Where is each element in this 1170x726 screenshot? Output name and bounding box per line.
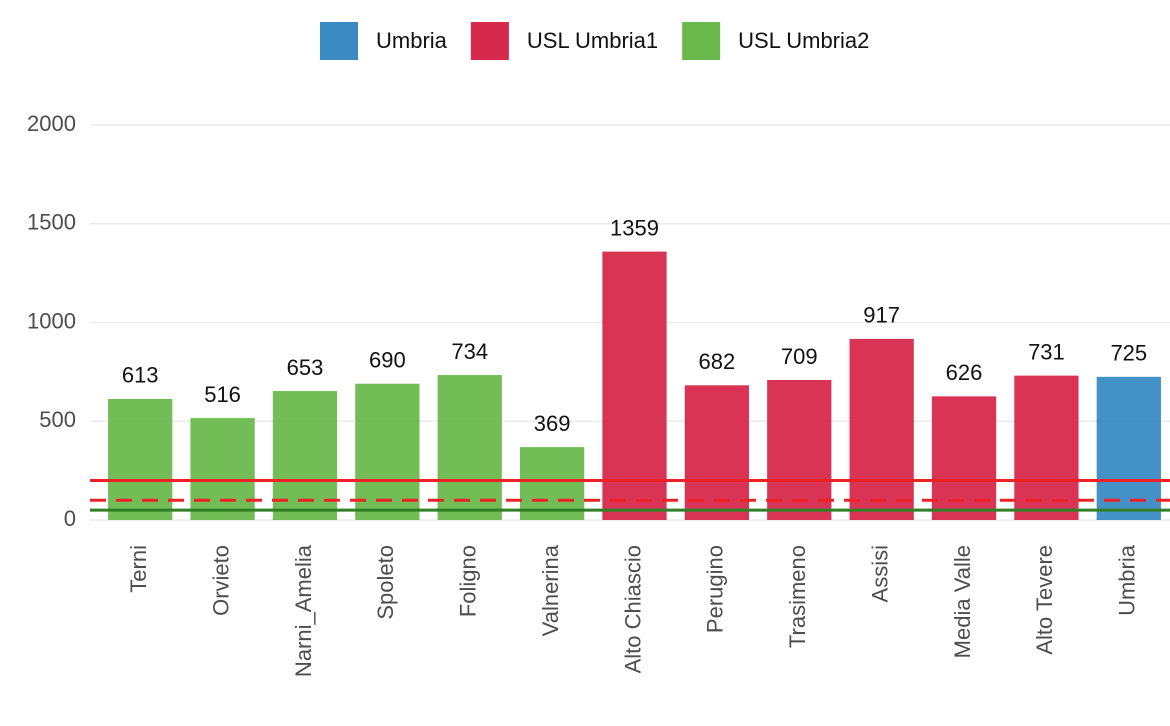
y-tick-label: 1000 (27, 308, 76, 333)
bar (437, 375, 502, 520)
x-tick-label: Valnerina (538, 544, 563, 636)
bar (1096, 376, 1161, 520)
y-tick-label: 500 (39, 407, 76, 432)
bar (108, 398, 173, 520)
bar (190, 418, 255, 520)
data-label: 516 (204, 382, 241, 407)
data-label: 690 (369, 348, 406, 373)
data-label: 626 (946, 360, 983, 385)
bar (849, 338, 914, 520)
data-label: 709 (781, 344, 818, 369)
data-label: 734 (451, 339, 488, 364)
data-label: 725 (1110, 341, 1147, 366)
data-label: 1359 (610, 215, 659, 240)
y-tick-label: 0 (64, 506, 76, 531)
bar (519, 447, 585, 520)
x-tick-label: Foligno (456, 545, 481, 617)
x-tick-label: Alto Chiascio (620, 545, 645, 673)
y-tick-label: 1500 (27, 210, 76, 235)
bar (602, 251, 667, 520)
y-tick-label: 2000 (27, 111, 76, 136)
legend-swatch (320, 22, 358, 60)
legend-swatch (682, 22, 721, 60)
bar (1014, 375, 1079, 520)
x-tick-label: Narni_Amelia (291, 544, 316, 677)
bar (272, 391, 338, 520)
x-tick-label: Perugino (703, 545, 728, 633)
x-tick-label: Umbria (1115, 544, 1140, 616)
data-label: 682 (699, 349, 736, 374)
x-tick-label: Spoleto (373, 545, 398, 620)
data-label: 369 (534, 411, 571, 436)
x-tick-label: Terni (126, 545, 151, 593)
legend-label: USL Umbria2 (738, 28, 869, 53)
legend-label: Umbria (376, 28, 448, 53)
legend-label: USL Umbria1 (527, 28, 658, 53)
x-tick-label: Trasimeno (785, 545, 810, 648)
bar (355, 383, 420, 520)
bar (767, 379, 832, 520)
x-tick-label: Assisi (867, 545, 892, 602)
data-label: 731 (1028, 339, 1065, 364)
legend: Umbria USL Umbria1 USL Umbria2 (320, 22, 869, 60)
x-tick-label: Orvieto (208, 545, 233, 616)
data-label: 917 (863, 303, 900, 328)
data-label: 653 (287, 355, 324, 380)
bar (684, 385, 750, 520)
x-tick-label: Media Valle (950, 545, 975, 658)
data-label: 613 (122, 363, 159, 388)
x-tick-label: Alto Tevere (1032, 545, 1057, 655)
legend-swatch (470, 22, 509, 60)
